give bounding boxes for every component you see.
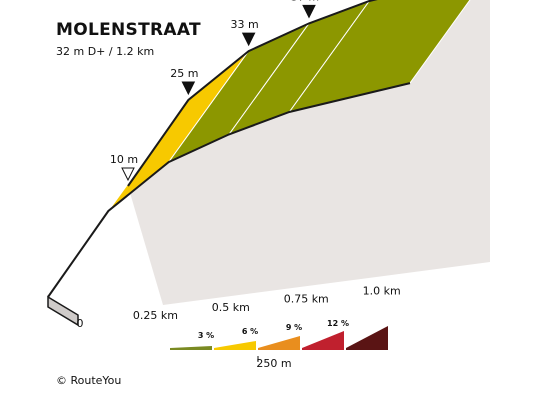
distance-tick-label: 0.5 km bbox=[212, 301, 250, 314]
elevation-marker bbox=[302, 4, 316, 19]
profile-far-edge bbox=[127, 0, 378, 187]
distance-tick-label: 0.75 km bbox=[284, 293, 329, 306]
elevation-marker bbox=[121, 167, 135, 182]
distance-tick-label: 0 bbox=[77, 317, 84, 330]
profile-near-edge bbox=[47, 82, 411, 298]
chart-subtitle: 32 m D+ / 1.2 km bbox=[56, 45, 155, 58]
elevation-label: 37 m bbox=[291, 0, 319, 3]
elevation-marker bbox=[181, 81, 196, 96]
legend-grade-label: 3 % bbox=[198, 331, 214, 340]
legend-gradient-swatch bbox=[214, 341, 256, 350]
routeyou-credit: © RouteYou bbox=[56, 374, 122, 387]
elevation-label: 33 m bbox=[231, 18, 259, 31]
legend-gradient-swatch bbox=[170, 346, 212, 350]
legend-scale-label: 250 m bbox=[256, 357, 291, 370]
distance-tick-label: 0.25 km bbox=[133, 309, 178, 322]
legend-grade-label: 6 % bbox=[242, 327, 258, 336]
chart-title: MOLENSTRAAT bbox=[56, 20, 201, 40]
legend-gradient-swatch bbox=[302, 331, 344, 350]
elevation-label: 10 m bbox=[110, 153, 138, 166]
elevation-marker bbox=[241, 32, 256, 47]
legend-grade-label: 12 % bbox=[327, 319, 349, 328]
distance-tick-label: 1.0 km bbox=[363, 285, 401, 298]
profile-front-face bbox=[47, 295, 79, 327]
elevation-label: 25 m bbox=[170, 67, 198, 80]
legend-gradient-swatch bbox=[258, 336, 300, 350]
legend-gradient-swatch bbox=[346, 326, 388, 350]
legend-grade-label: 9 % bbox=[286, 323, 302, 332]
